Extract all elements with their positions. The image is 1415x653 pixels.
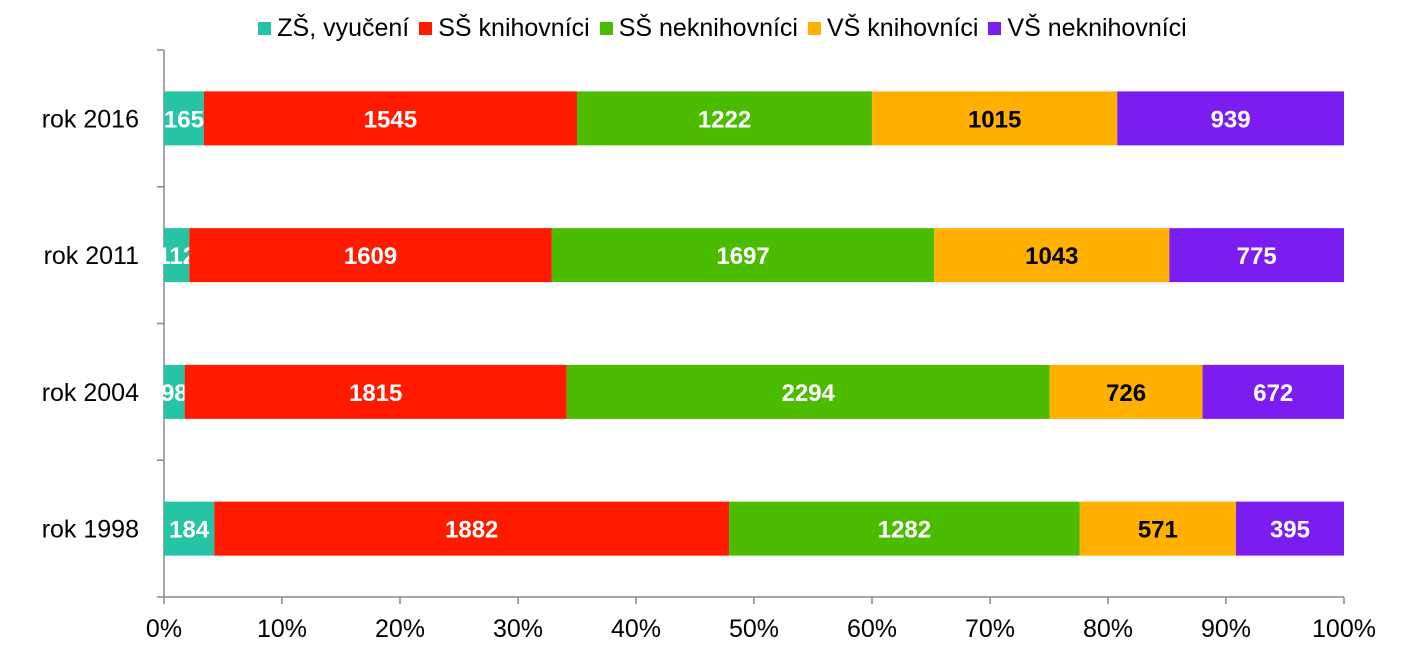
legend-label: ZŠ, vyučení <box>277 14 410 42</box>
legend-swatch <box>988 22 1002 35</box>
bar-segment <box>164 501 215 556</box>
x-tick-label: 20% <box>375 615 425 643</box>
data-label: 1815 <box>349 380 402 407</box>
legend-swatch <box>808 22 821 35</box>
data-label: 775 <box>1237 243 1277 270</box>
bar-segment <box>184 364 567 419</box>
data-label: 2294 <box>782 380 836 407</box>
data-label: 165 <box>164 106 204 133</box>
category-label: rok 2016 <box>42 105 139 133</box>
legend-item: SŠ neknihovníci <box>599 14 798 43</box>
legend-label: SŠ knihovníci <box>438 14 590 42</box>
data-label: 1015 <box>968 106 1021 133</box>
bar-segment <box>164 91 204 146</box>
data-label: 395 <box>1270 517 1310 544</box>
bar-segment <box>1117 91 1344 146</box>
legend-swatch <box>419 22 433 35</box>
bar-segment <box>872 91 1118 146</box>
data-label: 672 <box>1253 380 1293 407</box>
legend-label: VŠ neknihovníci <box>1007 14 1187 42</box>
bar-segment <box>214 501 730 556</box>
data-label: 1697 <box>716 243 769 270</box>
data-label: 184 <box>169 517 210 544</box>
x-tick-label: 100% <box>1312 615 1376 643</box>
category-label: rok 2004 <box>42 379 139 407</box>
bar-segment <box>576 91 873 146</box>
legend-item: VŠ knihovníci <box>808 14 978 43</box>
bar-segment <box>164 228 190 283</box>
data-label: 1609 <box>344 243 397 270</box>
bar-segment <box>729 501 1080 556</box>
bar-segment <box>566 364 1050 419</box>
bar-segment <box>1202 364 1344 419</box>
legend-label: VŠ knihovníci <box>827 14 979 42</box>
x-tick-label: 0% <box>146 615 182 643</box>
x-tick-label: 60% <box>847 615 897 643</box>
category-label: rok 1998 <box>42 516 139 544</box>
data-label: 98 <box>161 380 188 407</box>
category-label: rok 2011 <box>44 242 139 270</box>
bar-segment <box>1169 228 1344 283</box>
data-label: 1282 <box>878 517 931 544</box>
bar-segment <box>189 228 552 283</box>
data-label: 939 <box>1211 106 1251 133</box>
bar-segment <box>203 91 577 146</box>
x-tick-label: 40% <box>611 615 661 643</box>
data-label: 1882 <box>445 517 498 544</box>
legend-label: SŠ neknihovníci <box>618 14 798 42</box>
chart-legend: ZŠ, vyučení SŠ knihovníci SŠ neknihovníci V… <box>0 14 1415 43</box>
data-label: 1222 <box>698 106 751 133</box>
x-tick-label: 30% <box>493 615 543 643</box>
bar-segment <box>164 364 185 419</box>
x-tick-label: 90% <box>1201 615 1251 643</box>
data-label: 726 <box>1106 380 1146 407</box>
bar-segment <box>1079 501 1236 556</box>
legend-swatch <box>599 22 613 35</box>
bar-segment <box>1049 364 1203 419</box>
data-label: 1043 <box>1025 243 1078 270</box>
bar-segment <box>934 228 1170 283</box>
legend-item: VŠ neknihovníci <box>988 14 1187 43</box>
bar-segment <box>1235 501 1344 556</box>
data-label: 1545 <box>364 106 417 133</box>
x-tick-label: 70% <box>965 615 1015 643</box>
x-tick-label: 50% <box>729 615 779 643</box>
legend-item: SŠ knihovníci <box>419 14 590 43</box>
legend-item: ZŠ, vyučení <box>258 14 409 43</box>
bar-segment <box>551 228 935 283</box>
data-label: 571 <box>1138 517 1178 544</box>
x-tick-label: 80% <box>1083 615 1133 643</box>
legend-swatch <box>258 22 272 35</box>
x-tick-label: 10% <box>257 615 307 643</box>
